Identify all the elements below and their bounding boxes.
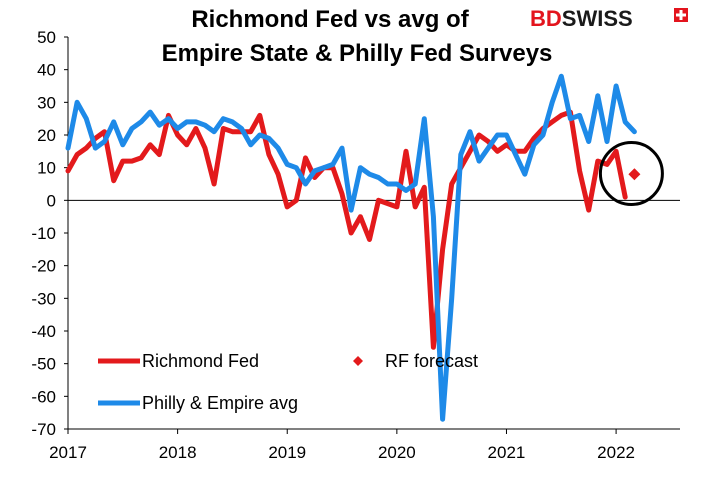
- y-tick-label: 20: [37, 126, 56, 145]
- swiss-cross-icon: [674, 8, 688, 22]
- brand-logo: BDSWISS: [530, 6, 688, 31]
- y-tick-label: 30: [37, 93, 56, 112]
- chart-title: Richmond Fed vs avg of: [191, 6, 469, 33]
- y-tick-label: 50: [37, 28, 56, 47]
- x-tick-label: 2020: [378, 443, 416, 462]
- series-layer: [65, 73, 641, 422]
- legend: Richmond Fed RF forecast Philly & Empire a…: [98, 351, 478, 413]
- y-tick-label: -40: [31, 322, 56, 341]
- x-tick-label: 2018: [159, 443, 197, 462]
- y-tick-label: 40: [37, 61, 56, 80]
- y-tick-label: -60: [31, 387, 56, 406]
- y-tick-label: -70: [31, 420, 56, 439]
- axes: 50 40 30 20 10 0 -10 -20 -30 -40 -50 -60 -70 2017 2018…: [31, 28, 680, 462]
- y-tick-label: -10: [31, 224, 56, 243]
- legend-label: Philly & Empire avg: [142, 393, 298, 413]
- chart-subtitle: Empire State & Philly Fed Surveys: [162, 40, 553, 67]
- y-tick-label: 0: [47, 191, 56, 210]
- x-tick-label: 2017: [49, 443, 87, 462]
- legend-label: RF forecast: [385, 351, 478, 371]
- y-tick-label: 10: [37, 159, 56, 178]
- x-tick-label: 2019: [268, 443, 306, 462]
- x-tick-label: 2022: [597, 443, 635, 462]
- logo-bd-text: BD: [530, 6, 562, 31]
- x-tick-label: 2021: [488, 443, 526, 462]
- y-tick-label: -30: [31, 289, 56, 308]
- rf-forecast-point: [628, 168, 641, 181]
- y-tick-label: -20: [31, 257, 56, 276]
- highlight-circle: [598, 140, 664, 206]
- logo-swiss-text: SWISS: [562, 6, 633, 31]
- highlight-layer: [598, 140, 664, 206]
- philly-empire-avg-line: [65, 73, 637, 422]
- legend-label: Richmond Fed: [142, 351, 259, 371]
- svg-text:BDSWISS: BDSWISS: [530, 6, 633, 31]
- richmond-fed-line: [65, 109, 628, 350]
- y-tick-label: -50: [31, 355, 56, 374]
- legend-swatch: [353, 356, 363, 366]
